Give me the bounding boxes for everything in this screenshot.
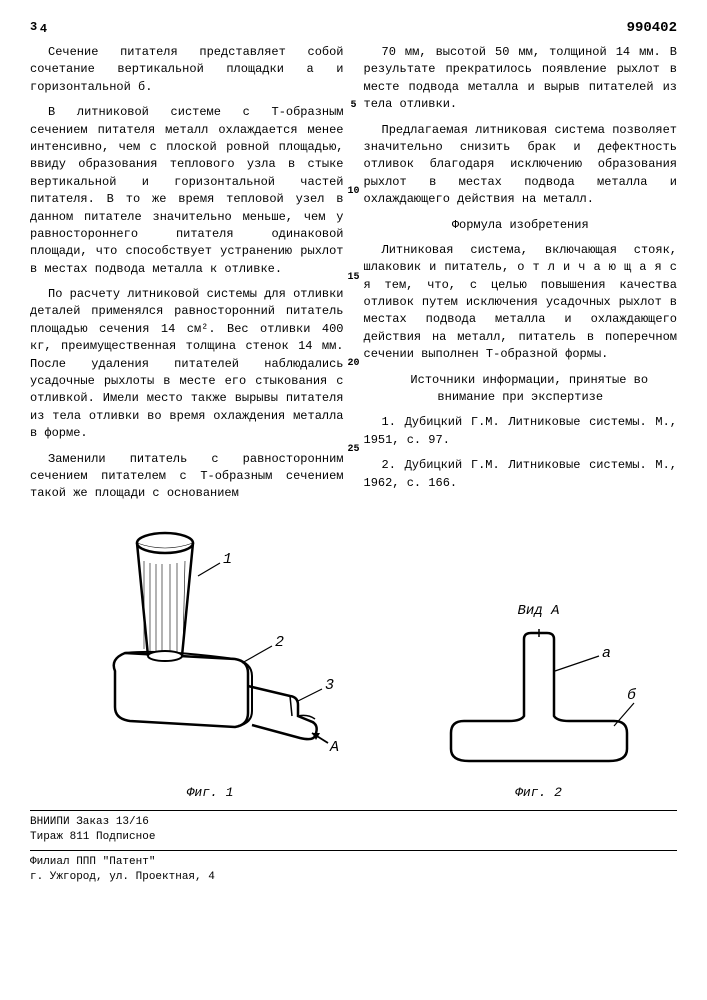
- footer-line: ВНИИПИ Заказ 13/16: [30, 815, 677, 830]
- para: В литниковой системе с Т-образным сечени…: [30, 104, 344, 278]
- page-num-right: 4: [40, 22, 47, 36]
- figure-1: 1 2 3 А: [30, 521, 390, 800]
- footer: ВНИИПИ Заказ 13/16 Тираж 811 Подписное Ф…: [30, 810, 677, 886]
- para: 2. Дубицкий Г.М. Литниковые системы. М.,…: [364, 457, 678, 492]
- line-marker: 10: [347, 186, 359, 197]
- footer-line: Филиал ППП "Патент": [30, 855, 677, 870]
- para: 1. Дубицкий Г.М. Литниковые системы. М.,…: [364, 414, 678, 449]
- doc-number: 990402: [627, 20, 677, 36]
- footer-line: г. Ужгород, ул. Проектная, 4: [30, 870, 677, 885]
- footer-line: Тираж 811 Подписное: [30, 830, 677, 845]
- text-columns: Сечение питателя представляет собой соче…: [30, 44, 677, 511]
- figure-2-svg: а б: [439, 621, 639, 781]
- left-column: Сечение питателя представляет собой соче…: [30, 44, 344, 511]
- fig2-title: Вид А: [518, 603, 560, 619]
- fig2-caption: Фиг. 2: [515, 785, 562, 800]
- fig2-label-b: б: [627, 687, 637, 704]
- line-marker: 20: [347, 358, 359, 369]
- line-marker: 15: [347, 272, 359, 283]
- para: 70 мм, высотой 50 мм, толщиной 14 мм. В …: [364, 44, 678, 114]
- para: Заменили питатель с равносторонним сечен…: [30, 451, 344, 503]
- divider: [30, 850, 677, 851]
- fig1-label-1: 1: [223, 551, 232, 568]
- sources-title: Источники информации, принятые во вниман…: [364, 372, 678, 407]
- para: Литниковая система, включающая стояк, шл…: [364, 242, 678, 364]
- para: По расчету литниковой системы для отливк…: [30, 286, 344, 443]
- fig2-label-a: а: [602, 645, 611, 662]
- fig1-label-2: 2: [275, 634, 284, 651]
- para: Сечение питателя представляет собой соче…: [30, 44, 344, 96]
- line-marker: 25: [347, 444, 359, 455]
- right-column: 70 мм, высотой 50 мм, толщиной 14 мм. В …: [364, 44, 678, 511]
- formula-title: Формула изобретения: [364, 217, 678, 234]
- page: 3 990402 4 Сечение питателя представляет…: [0, 0, 707, 905]
- page-num-left: 3: [30, 20, 37, 36]
- line-marker: 5: [350, 100, 356, 111]
- fig1-caption: Фиг. 1: [187, 785, 234, 800]
- figures-row: 1 2 3 А: [30, 521, 677, 800]
- header-row-2: 4: [30, 22, 677, 36]
- para: Предлагаемая литниковая система позволяе…: [364, 122, 678, 209]
- figure-1-svg: 1 2 3 А: [70, 521, 350, 781]
- fig1-label-a: А: [329, 739, 339, 756]
- figure-2: Вид А а б Фиг. 2: [400, 521, 677, 800]
- fig1-label-3: 3: [325, 677, 334, 694]
